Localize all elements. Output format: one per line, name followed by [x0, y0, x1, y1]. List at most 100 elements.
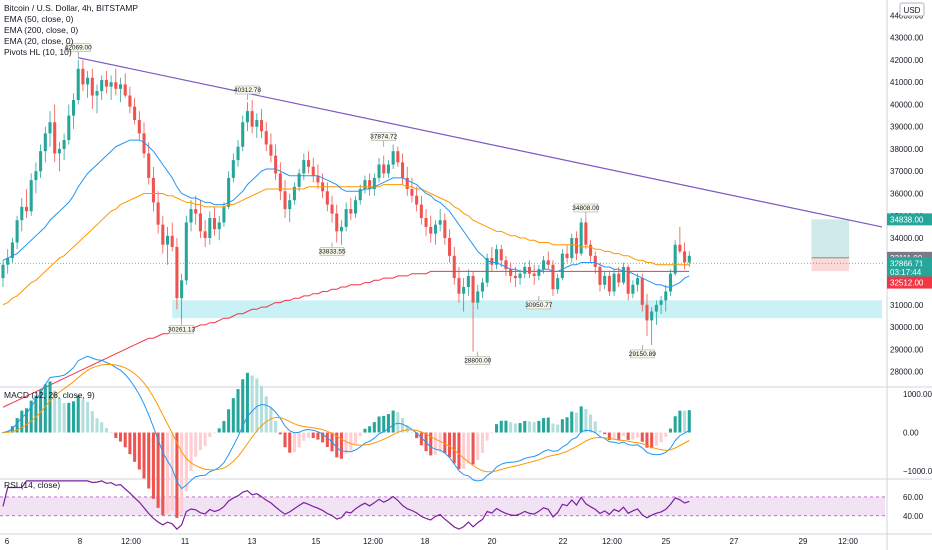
time-tick-label: 6	[5, 537, 10, 546]
candle-body	[104, 79, 108, 87]
macd-histogram-bar	[598, 430, 602, 433]
macd-histogram-bar	[504, 420, 508, 433]
macd-histogram-bar	[523, 421, 527, 433]
macd-histogram-bar	[349, 432, 353, 451]
macd-histogram-bar	[165, 432, 170, 514]
time-tick-label: 11	[181, 537, 190, 546]
macd-histogram-bar	[654, 432, 658, 446]
candle-body	[532, 273, 536, 276]
macd-histogram-bar	[335, 432, 339, 458]
candle-body	[217, 222, 221, 230]
candle-body	[546, 260, 550, 265]
pivot-label: 33833.55	[318, 248, 345, 255]
macd-histogram-bar	[626, 432, 630, 440]
candle-body	[255, 120, 259, 127]
candle-body	[180, 280, 184, 299]
rsi-tick-label: 60.00	[903, 493, 924, 502]
candle-body	[636, 278, 640, 285]
macd-histogram-bar	[81, 398, 85, 433]
candle-body	[523, 266, 527, 274]
candle-body	[551, 264, 555, 290]
macd-histogram-bar	[227, 409, 231, 433]
candle-body	[391, 151, 395, 165]
candle-body	[100, 79, 104, 92]
candle-body	[170, 235, 174, 247]
macd-histogram-bar	[57, 397, 61, 433]
macd-histogram-bar	[546, 417, 550, 433]
macd-histogram-bar	[377, 416, 381, 433]
candle-body	[386, 164, 390, 174]
legend-pivots: Pivots HL (10, 10)	[4, 47, 72, 57]
macd-histogram-bar	[640, 432, 644, 442]
macd-histogram-bar	[386, 414, 390, 433]
candle-body	[175, 246, 179, 299]
candle-body	[95, 91, 99, 96]
macd-histogram-bar	[574, 412, 578, 433]
macd-histogram-bar	[405, 425, 409, 433]
pivot-label-box	[319, 247, 345, 256]
price-tick-label: 36000.00	[890, 190, 924, 199]
price-tag-label: 34838.00	[890, 215, 924, 224]
macd-histogram-bar	[410, 431, 414, 433]
macd-histogram-bar	[344, 432, 348, 454]
macd-histogram-bar	[203, 432, 207, 446]
candle-body	[236, 146, 240, 161]
macd-histogram-bar	[222, 421, 226, 433]
macd-histogram-bar	[518, 423, 522, 433]
macd-histogram-bar	[499, 420, 503, 433]
macd-histogram-bar	[283, 432, 287, 448]
candle-body	[288, 200, 292, 210]
macd-histogram-bar	[448, 432, 452, 458]
candle-body	[476, 291, 480, 303]
time-tick-label: 12:00	[363, 537, 384, 546]
candle-body	[673, 244, 677, 274]
ema200-line	[2, 270, 690, 408]
macd-histogram-bar	[128, 432, 132, 455]
candle-body	[260, 120, 264, 132]
candle-body	[617, 273, 621, 283]
macd-histogram-bar	[354, 432, 358, 444]
macd-histogram-bar	[269, 407, 273, 433]
macd-histogram-bar	[678, 410, 682, 433]
candle-body	[490, 258, 494, 265]
macd-histogram-bar	[419, 432, 423, 446]
time-tick-label: 13	[248, 537, 257, 546]
macd-histogram-bar	[382, 415, 386, 433]
candle-body	[151, 177, 155, 203]
time-tick-label: 12:00	[121, 537, 142, 546]
currency-badge[interactable]	[899, 2, 925, 17]
time-tick-label: 27	[730, 537, 739, 546]
candle-body	[424, 217, 428, 227]
candle-body	[363, 180, 367, 190]
candle-body	[250, 111, 254, 127]
macd-histogram-bar	[198, 432, 202, 451]
candle-body	[429, 226, 433, 234]
macd-histogram-bar	[217, 428, 221, 433]
position-stop-zone	[811, 257, 850, 272]
candle-body	[621, 266, 625, 283]
pivot-label-box	[465, 356, 491, 365]
time-tick-label: 15	[312, 537, 321, 546]
candle-body	[227, 177, 231, 207]
candle-body	[57, 148, 61, 154]
macd-tick-label: −1000.00	[903, 467, 932, 476]
macd-histogram-bar	[189, 432, 193, 472]
macd-histogram-bar	[236, 389, 240, 433]
candle-body	[419, 204, 423, 218]
time-tick-label: 25	[662, 537, 671, 546]
candle-body	[90, 77, 94, 96]
candle-body	[1, 264, 5, 279]
candle-body	[335, 213, 339, 232]
macd-histogram-bar	[603, 432, 607, 435]
candle-body	[452, 255, 456, 279]
macd-histogram-bar	[452, 432, 456, 464]
time-tick-label: 18	[421, 537, 430, 546]
pivot-label-box	[235, 85, 260, 95]
candle-body	[382, 164, 386, 174]
candle-body	[302, 160, 306, 174]
macd-histogram-bar	[133, 432, 137, 462]
macd-histogram-bar	[584, 409, 588, 433]
candle-body	[128, 95, 132, 107]
macd-histogram-bar	[62, 403, 66, 433]
